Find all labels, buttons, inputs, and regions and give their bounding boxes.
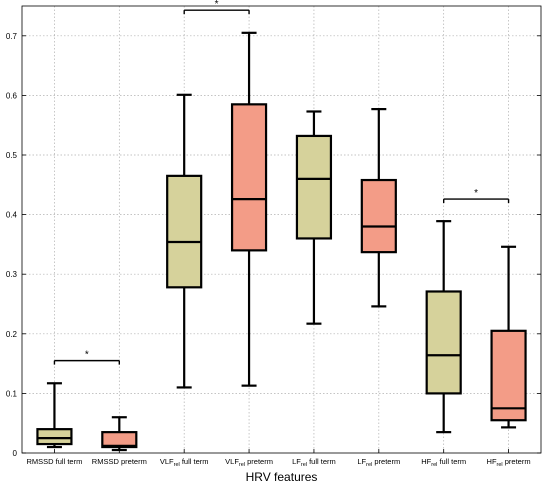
iqr-box [36, 428, 73, 446]
iqr-box [166, 174, 203, 289]
y-tick-label: 0.5 [6, 151, 18, 160]
x-tick-label: RMSSD full term [27, 457, 83, 466]
y-tick-label: 0.4 [6, 211, 18, 220]
x-axis-ticks: RMSSD full term RMSSD preterm VLFrel full … [27, 449, 531, 468]
iqr-box [425, 290, 462, 395]
x-tick-label: HFrel preterm [487, 457, 531, 468]
box-8 [490, 245, 527, 429]
box-4 [230, 31, 268, 387]
y-tick-label: 0.2 [6, 330, 18, 339]
y-tick-label: 0.7 [6, 32, 18, 41]
y-tick-label: 0.6 [6, 91, 18, 100]
y-axis-ticks: 0 0.1 0.2 0.3 0.4 0.5 0.6 0.7 [6, 32, 541, 458]
significance-star: * [474, 188, 478, 199]
box-5 [295, 110, 333, 325]
box-1 [36, 382, 73, 449]
iqr-box [230, 103, 268, 252]
x-tick-label: HFrel full term [421, 457, 466, 468]
iqr-box [360, 178, 397, 254]
significance-star: * [85, 350, 89, 361]
box-7 [425, 220, 462, 434]
significance-star: * [215, 0, 219, 10]
y-tick-label: 0 [13, 449, 18, 458]
significance-bracket: * [53, 350, 121, 365]
plot-frame [21, 5, 542, 454]
x-tick-label: RMSSD preterm [92, 457, 147, 466]
box-2 [101, 416, 138, 452]
box-series [36, 31, 527, 452]
significance-annotations: * * * [53, 0, 510, 365]
x-tick-label: LFrel preterm [357, 457, 400, 468]
x-tick-label: LFrel full term [292, 457, 336, 468]
box-3 [166, 93, 203, 389]
box-6 [360, 108, 397, 308]
iqr-box [490, 329, 527, 422]
significance-bracket: * [183, 0, 250, 15]
grid [22, 6, 541, 453]
y-tick-label: 0.1 [6, 389, 18, 398]
iqr-box [295, 134, 333, 240]
x-axis-title: HRV features [246, 470, 318, 484]
iqr-box [101, 431, 138, 449]
x-tick-label: VLFrel preterm [225, 457, 273, 468]
y-tick-label: 0.3 [6, 270, 18, 279]
significance-bracket: * [442, 188, 510, 204]
x-tick-label: VLFrel full term [160, 457, 209, 468]
